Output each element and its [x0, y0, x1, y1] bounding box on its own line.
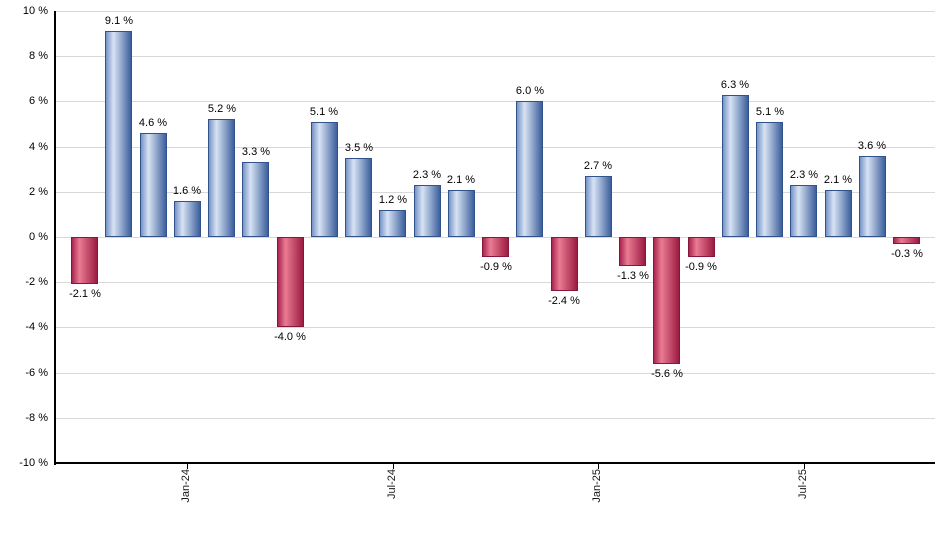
x-tick-mark-Jan-25	[598, 464, 599, 469]
x-tick-label-Jul-24: Jul-24	[386, 469, 398, 499]
gridline--6	[55, 373, 935, 374]
bar-value-label-13: 6.0 %	[515, 85, 545, 97]
bar-value-label-0: -2.1 %	[69, 288, 101, 300]
x-tick-label-Jul-25: Jul-25	[797, 469, 809, 499]
negative-bar-16	[619, 237, 646, 266]
positive-bar-2	[140, 133, 167, 237]
positive-bar-11	[448, 190, 475, 237]
bar-value-label-19: 6.3 %	[720, 79, 750, 91]
bar-value-label-20: 5.1 %	[755, 106, 785, 118]
positive-bar-15	[585, 176, 612, 237]
y-tick-label-4: 4 %	[29, 141, 48, 153]
x-tick-label-Jan-25: Jan-25	[591, 469, 603, 503]
negative-bar-24	[893, 237, 920, 244]
bar-value-label-18: -0.9 %	[685, 261, 717, 273]
gridline-10	[55, 11, 935, 12]
positive-bar-20	[756, 122, 783, 237]
positive-bar-21	[790, 185, 817, 237]
positive-bar-9	[379, 210, 406, 237]
bar-value-label-14: -2.4 %	[548, 295, 580, 307]
gridline-6	[55, 101, 935, 102]
bar-value-label-24: -0.3 %	[891, 248, 923, 260]
bar-value-label-16: -1.3 %	[617, 270, 649, 282]
positive-bar-10	[414, 185, 441, 237]
positive-bar-7	[311, 122, 338, 237]
negative-bar-0	[71, 237, 98, 284]
bar-value-label-1: 9.1 %	[104, 15, 134, 27]
positive-bar-8	[345, 158, 372, 237]
bar-value-label-12: -0.9 %	[480, 261, 512, 273]
bar-value-label-23: 3.6 %	[857, 140, 887, 152]
negative-bar-12	[482, 237, 509, 257]
positive-bar-13	[516, 101, 543, 237]
bar-value-label-15: 2.7 %	[583, 160, 613, 172]
gridline--2	[55, 282, 935, 283]
gridline--8	[55, 418, 935, 419]
x-axis-line	[54, 462, 935, 464]
y-tick-label--8: -8 %	[25, 412, 48, 424]
bar-value-label-4: 5.2 %	[207, 103, 237, 115]
y-axis-line	[54, 11, 56, 465]
gridline--4	[55, 327, 935, 328]
x-tick-mark-Jan-24	[187, 464, 188, 469]
bar-value-label-11: 2.1 %	[446, 174, 476, 186]
gridline-4	[55, 147, 935, 148]
bar-value-label-5: 3.3 %	[241, 146, 271, 158]
y-tick-label--2: -2 %	[25, 276, 48, 288]
positive-bar-3	[174, 201, 201, 237]
positive-bar-5	[242, 162, 269, 237]
bar-value-label-8: 3.5 %	[344, 142, 374, 154]
y-tick-label--10: -10 %	[19, 457, 48, 469]
y-tick-label--4: -4 %	[25, 321, 48, 333]
bar-value-label-7: 5.1 %	[309, 106, 339, 118]
negative-bar-18	[688, 237, 715, 257]
x-tick-mark-Jul-25	[804, 464, 805, 469]
bar-value-label-22: 2.1 %	[823, 174, 853, 186]
bar-value-label-17: -5.6 %	[651, 368, 683, 380]
positive-bar-23	[859, 156, 886, 237]
y-tick-label--6: -6 %	[25, 367, 48, 379]
bar-value-label-9: 1.2 %	[378, 194, 408, 206]
negative-bar-14	[551, 237, 578, 291]
y-tick-label-0: 0 %	[29, 231, 48, 243]
bar-value-label-3: 1.6 %	[172, 185, 202, 197]
x-tick-label-Jan-24: Jan-24	[180, 469, 192, 503]
bar-value-label-2: 4.6 %	[138, 117, 168, 129]
positive-bar-19	[722, 95, 749, 237]
positive-bar-4	[208, 119, 235, 237]
bar-value-label-21: 2.3 %	[789, 169, 819, 181]
y-tick-label-8: 8 %	[29, 50, 48, 62]
y-tick-label-6: 6 %	[29, 95, 48, 107]
bar-value-label-6: -4.0 %	[274, 331, 306, 343]
negative-bar-17	[653, 237, 680, 364]
x-tick-mark-Jul-24	[393, 464, 394, 469]
bar-value-label-10: 2.3 %	[412, 169, 442, 181]
gridline-2	[55, 192, 935, 193]
y-tick-label-2: 2 %	[29, 186, 48, 198]
gridline-8	[55, 56, 935, 57]
negative-bar-6	[277, 237, 304, 327]
positive-bar-1	[105, 31, 132, 237]
positive-bar-22	[825, 190, 852, 237]
y-tick-label-10: 10 %	[22, 5, 48, 17]
